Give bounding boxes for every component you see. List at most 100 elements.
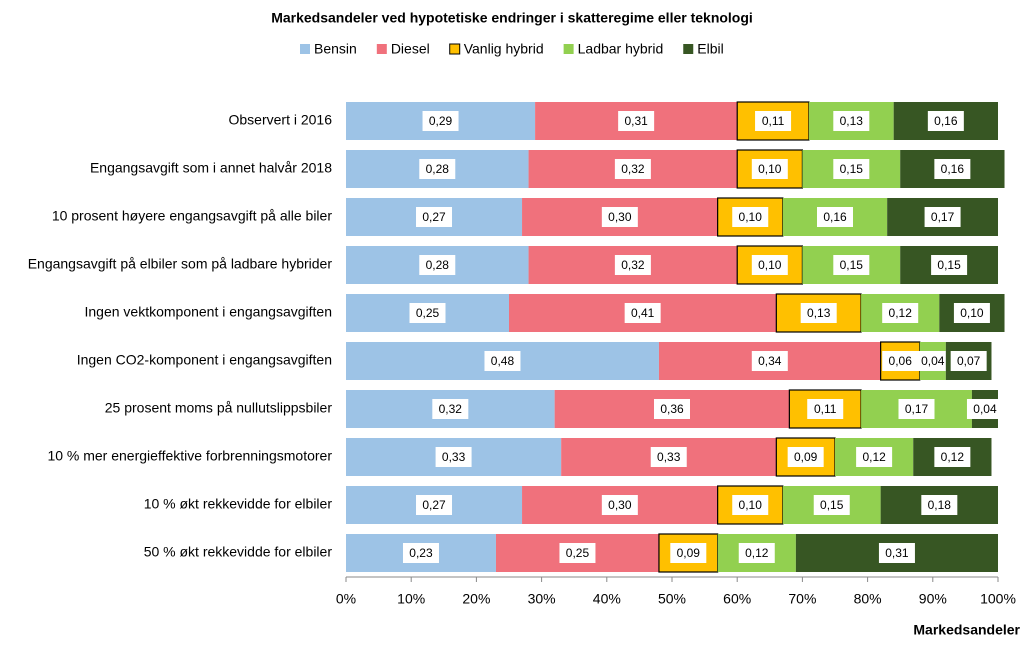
data-label-box — [833, 111, 870, 131]
data-label: 0,31 — [624, 114, 648, 128]
legend-marker — [563, 44, 574, 54]
y-tick-label: 10 % mer energieffektive forbrenningsmot… — [47, 448, 332, 464]
data-label-box — [624, 303, 661, 323]
data-label-box — [614, 255, 651, 275]
data-label: 0,16 — [941, 162, 965, 176]
data-label: 0,15 — [840, 162, 864, 176]
data-label-box — [416, 495, 453, 515]
data-label: 0,16 — [823, 210, 847, 224]
data-label-box — [738, 543, 775, 563]
legend-marker — [376, 44, 387, 54]
data-label-box — [921, 495, 958, 515]
y-tick-label: 10 % økt rekkevidde for elbiler — [144, 496, 333, 512]
y-tick-label: 10 prosent høyere engangsavgift på alle … — [52, 208, 333, 224]
data-label-box — [833, 159, 870, 179]
data-label: 0,09 — [794, 450, 818, 464]
data-label-box — [800, 303, 837, 323]
x-tick-label: 0% — [336, 591, 356, 607]
data-label: 0,27 — [422, 210, 446, 224]
data-label: 0,25 — [416, 306, 440, 320]
legend-label: Elbil — [697, 41, 723, 57]
data-label: 0,12 — [889, 306, 913, 320]
data-label-box — [882, 303, 919, 323]
y-tick-label: Ingen CO2-komponent i engangsavgiften — [77, 352, 332, 368]
legend-marker — [683, 44, 694, 54]
data-label: 0,12 — [862, 450, 886, 464]
chart-title: Markedsandeler ved hypotetiske endringer… — [271, 10, 753, 26]
data-label: 0,30 — [608, 210, 632, 224]
data-label: 0,10 — [960, 306, 984, 320]
data-label-box — [924, 207, 961, 227]
data-label-box — [927, 111, 964, 131]
legend-marker — [300, 44, 310, 54]
data-label-box — [807, 399, 844, 419]
data-label-box — [898, 399, 935, 419]
data-label: 0,29 — [429, 114, 453, 128]
data-label-box — [419, 255, 456, 275]
x-tick-label: 100% — [980, 591, 1016, 607]
data-label-box — [934, 159, 971, 179]
data-label-box — [601, 495, 638, 515]
data-label-box — [751, 159, 788, 179]
data-label: 0,30 — [608, 498, 632, 512]
data-label: 0,18 — [928, 498, 952, 512]
data-label: 0,10 — [739, 498, 763, 512]
data-label-box — [833, 255, 870, 275]
data-label-box — [813, 495, 850, 515]
data-label-box — [787, 447, 824, 467]
data-label: 0,48 — [491, 354, 515, 368]
data-label: 0,07 — [957, 354, 981, 368]
data-label-box — [856, 447, 893, 467]
data-label: 0,32 — [621, 162, 645, 176]
data-label: 0,10 — [758, 162, 782, 176]
data-label: 0,25 — [566, 546, 590, 560]
y-tick-label: Engangsavgift på elbiler som på ladbare … — [28, 256, 333, 272]
data-label: 0,15 — [840, 258, 864, 272]
y-tick-label: Observert i 2016 — [229, 112, 333, 128]
data-label: 0,06 — [889, 354, 913, 368]
data-label-box — [931, 255, 968, 275]
x-tick-label: 10% — [397, 591, 425, 607]
data-label: 0,28 — [426, 258, 450, 272]
data-label: 0,36 — [660, 402, 684, 416]
data-label: 0,04 — [921, 354, 945, 368]
data-label-box — [751, 351, 788, 371]
data-label: 0,13 — [807, 306, 831, 320]
data-label: 0,27 — [422, 498, 446, 512]
data-label-box — [432, 399, 469, 419]
y-tick-label: 50 % økt rekkevidde for elbiler — [144, 544, 333, 560]
data-label-box — [732, 207, 769, 227]
data-label: 0,10 — [758, 258, 782, 272]
data-label: 0,33 — [657, 450, 681, 464]
x-tick-label: 50% — [658, 591, 686, 607]
data-label: 0,15 — [937, 258, 961, 272]
x-tick-label: 20% — [462, 591, 490, 607]
x-tick-label: 70% — [788, 591, 816, 607]
data-label-box — [670, 543, 707, 563]
legend-label: Bensin — [314, 41, 357, 57]
data-label-box — [914, 351, 951, 371]
data-label: 0,13 — [840, 114, 864, 128]
data-label-box — [950, 351, 987, 371]
data-label: 0,11 — [762, 114, 785, 128]
data-label: 0,11 — [814, 402, 837, 416]
data-label-box — [751, 255, 788, 275]
data-label-box — [402, 543, 439, 563]
data-label-box — [654, 399, 690, 419]
data-label-box — [422, 111, 459, 131]
data-label-box — [755, 111, 792, 131]
data-label-box — [882, 351, 919, 371]
data-label: 0,41 — [631, 306, 655, 320]
legend-label: Vanlig hybrid — [464, 41, 544, 57]
data-label-box — [416, 207, 453, 227]
y-tick-label: Ingen vektkomponent i engangsavgiften — [84, 304, 332, 320]
data-label: 0,33 — [442, 450, 466, 464]
legend-label: Diesel — [391, 41, 430, 57]
data-label: 0,28 — [426, 162, 450, 176]
data-label: 0,04 — [973, 402, 997, 416]
x-tick-label: 80% — [854, 591, 882, 607]
data-label: 0,09 — [677, 546, 701, 560]
data-label-box — [409, 303, 446, 323]
data-label-box — [614, 159, 651, 179]
